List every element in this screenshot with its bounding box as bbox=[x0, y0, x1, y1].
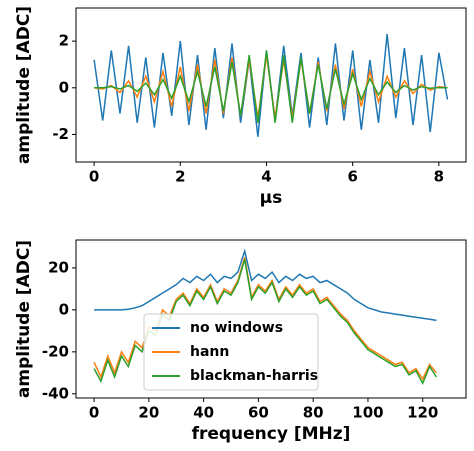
legend-box bbox=[143, 313, 319, 391]
x-tick-label: 20 bbox=[138, 404, 159, 422]
series-line bbox=[94, 50, 448, 123]
legend-label: hann bbox=[190, 344, 229, 360]
y-tick-label: 20 bbox=[48, 258, 69, 276]
y-tick-label: -20 bbox=[42, 342, 69, 360]
x-tick-label: 60 bbox=[248, 404, 269, 422]
legend-label: no windows bbox=[190, 320, 283, 336]
y-tick-label: 2 bbox=[59, 32, 69, 50]
x-axis-label: frequency [MHz] bbox=[192, 424, 351, 444]
x-tick-label: 0 bbox=[89, 404, 99, 422]
y-tick-label: -2 bbox=[52, 125, 69, 143]
legend-label: blackman-harris bbox=[190, 368, 318, 384]
x-tick-label: 120 bbox=[407, 404, 438, 422]
axes-frame bbox=[75, 239, 467, 399]
axes-frame bbox=[75, 7, 467, 163]
x-tick-label: 8 bbox=[434, 168, 444, 186]
y-tick-label: 0 bbox=[59, 78, 69, 96]
x-tick-label: 4 bbox=[261, 168, 271, 186]
y-axis-label: amplitude [ADC] bbox=[14, 240, 34, 398]
x-tick-label: 6 bbox=[347, 168, 357, 186]
x-tick-label: 2 bbox=[175, 168, 185, 186]
y-tick-label: 0 bbox=[59, 300, 69, 318]
x-tick-label: 100 bbox=[352, 404, 383, 422]
x-tick-label: 80 bbox=[303, 404, 324, 422]
y-axis-label: amplitude [ADC] bbox=[14, 6, 34, 164]
x-axis-label: μs bbox=[260, 188, 283, 208]
x-tick-label: 40 bbox=[193, 404, 214, 422]
y-tick-label: -40 bbox=[42, 384, 69, 402]
x-tick-label: 0 bbox=[89, 168, 99, 186]
series-line bbox=[94, 248, 437, 322]
